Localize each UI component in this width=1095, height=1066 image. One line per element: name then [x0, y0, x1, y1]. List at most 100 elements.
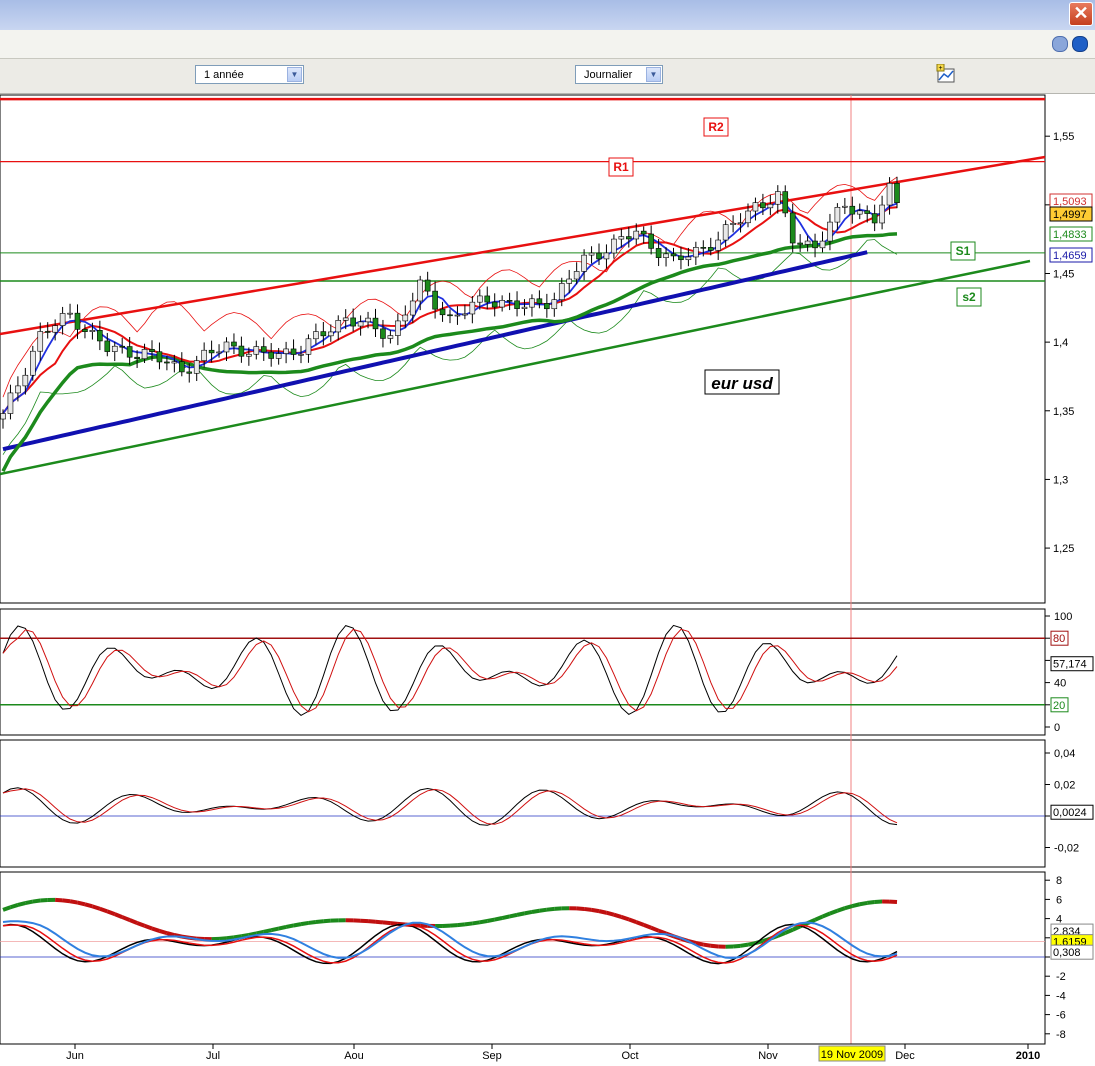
candle-body	[722, 224, 729, 241]
candle-body	[357, 321, 364, 327]
candle-body	[335, 320, 342, 333]
candle-body	[134, 356, 140, 360]
trend-slow-segment	[69, 899, 78, 905]
trend-slow-segment	[278, 925, 287, 931]
trend-slow-segment	[851, 902, 861, 908]
candle-body	[603, 252, 610, 260]
candle-body	[141, 349, 148, 360]
candle-body	[655, 248, 662, 259]
stochastic-pane	[0, 608, 1046, 736]
candle-body	[7, 392, 14, 414]
trend-slow-segment	[531, 908, 540, 914]
candle-body	[469, 301, 476, 315]
candle-body	[730, 222, 736, 225]
trend-slow-segment	[226, 935, 235, 941]
interval-select-value: Journalier	[584, 69, 633, 81]
price-badge	[1049, 247, 1093, 263]
level-label-box	[703, 117, 729, 137]
chevron-down-icon[interactable]: ▼	[287, 67, 302, 82]
candle-body	[685, 256, 692, 261]
y-tick-label: -0,02	[1054, 843, 1079, 855]
trend-slow-segment	[457, 922, 466, 928]
x-tick-label: Nov	[758, 1050, 778, 1062]
chevron-down-icon[interactable]: ▼	[646, 67, 661, 82]
candle-body	[894, 182, 900, 203]
level-badge	[1050, 630, 1069, 646]
period-select-value: 1 année	[204, 69, 244, 81]
trend-slow-segment	[620, 915, 630, 922]
period-select[interactable]: 1 année ▼	[195, 65, 304, 84]
chart-settings-icon[interactable]: +	[936, 64, 956, 84]
candle-body	[149, 349, 155, 352]
candle-body	[253, 346, 260, 355]
candle-body	[819, 240, 826, 249]
stochastic-d-line	[2, 628, 898, 713]
y-tick-label: 1,45	[1053, 268, 1074, 280]
trend-slow-segment	[613, 912, 622, 919]
x-tick-label: Dec	[895, 1050, 915, 1062]
candle-body	[320, 331, 327, 337]
trend-slow-segment	[524, 910, 533, 916]
candle-body	[179, 361, 185, 373]
level-label-box	[608, 157, 634, 177]
crosshair-date-badge: 19 Nov 2009	[818, 1045, 886, 1062]
candle-body	[693, 247, 699, 258]
candle-body	[581, 254, 587, 272]
trend-slow-segment	[17, 901, 26, 907]
stochastic-value: 57,174	[1053, 659, 1087, 671]
candle-body	[648, 233, 654, 249]
navigate-icon[interactable]	[1072, 36, 1088, 52]
candle-body	[15, 385, 21, 394]
candle-body	[171, 361, 178, 364]
candle-body	[231, 341, 237, 347]
candle-body	[417, 279, 424, 302]
close-button[interactable]: ✕	[1069, 2, 1093, 26]
candle-body	[886, 182, 893, 206]
candle-body	[82, 329, 88, 332]
candle-body	[514, 300, 520, 309]
trend-slow-segment	[375, 919, 384, 925]
level-label: R1	[613, 160, 629, 174]
trend-slow-segment	[308, 919, 317, 925]
level-badge-value: 20	[1053, 700, 1065, 712]
trend-slow-segment	[151, 926, 161, 933]
candle-body	[774, 191, 781, 205]
candle-body	[275, 353, 282, 359]
y-tick-label: 1,3	[1053, 474, 1068, 486]
oscillator-value: 0,308	[1053, 947, 1081, 959]
y-tick-label: 40	[1054, 678, 1066, 690]
moving-average-long-line	[2, 250, 868, 452]
candle-body	[67, 312, 73, 315]
level-label-box	[956, 287, 982, 307]
trend-slow-segment	[9, 903, 19, 910]
options-icon[interactable]	[1052, 36, 1068, 52]
candle-body	[409, 300, 416, 316]
candle-body	[260, 346, 267, 353]
y-tick-label: -2	[1056, 971, 1066, 983]
interval-select[interactable]: Journalier ▼	[575, 65, 663, 84]
candle-body	[327, 331, 334, 337]
candle-body	[737, 222, 744, 225]
candle-body	[506, 300, 513, 302]
candle-body	[551, 299, 558, 310]
trend-slow-segment	[40, 897, 48, 903]
candle-body	[238, 345, 245, 357]
trend-slow-segment	[635, 920, 645, 927]
candle-body	[879, 204, 885, 224]
trend-slow-segment	[218, 936, 227, 941]
momentum-signal-line	[2, 788, 898, 825]
trend-slow-segment	[464, 921, 473, 927]
stochastic-k-line	[2, 624, 898, 717]
candle-body	[663, 253, 669, 259]
trend-slow-segment	[84, 902, 93, 909]
level-label-box	[950, 241, 976, 261]
trend-slow-segment	[166, 931, 175, 937]
trend-slow-segment	[486, 917, 496, 923]
candle-body	[871, 213, 878, 224]
trend-slow-segment	[576, 906, 585, 911]
candle-body	[268, 351, 275, 359]
candle-body	[223, 341, 230, 353]
candle-body	[491, 301, 498, 308]
trend-slow-segment	[248, 931, 257, 937]
